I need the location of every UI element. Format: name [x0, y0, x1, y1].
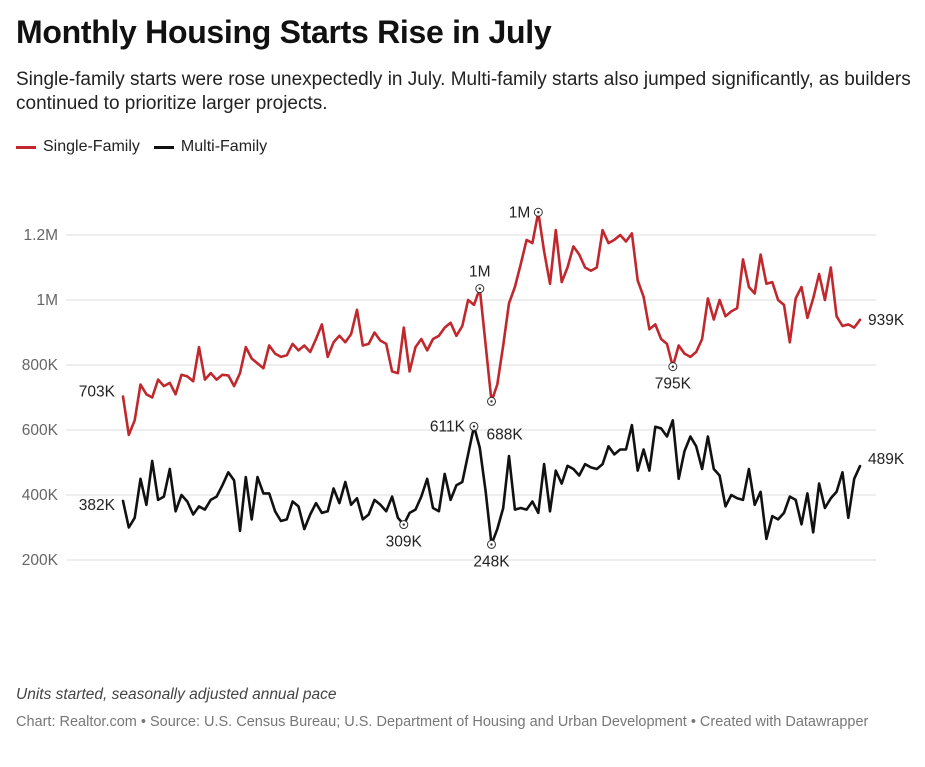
y-tick-label: 1.2M: [24, 227, 58, 244]
legend-swatch-single-family: [16, 145, 36, 149]
annotation-marker-dot: [490, 543, 493, 546]
annotation-marker-dot: [478, 287, 482, 290]
annotations: 703K 382K 1M 1M 688K 611K 309K 248K 795K 939K 489K: [79, 204, 905, 570]
chart-title: Monthly Housing Starts Rise in July: [16, 14, 552, 50]
legend-item-single-family: Single-Family: [16, 138, 140, 156]
annotation-label: 248K: [473, 553, 510, 570]
annotation-label: 703K: [79, 384, 116, 401]
annotation-label: 939K: [868, 312, 905, 329]
legend-item-multi-family: Multi-Family: [153, 138, 268, 156]
chart-subtitle: Single-family starts were rose unexpecte…: [16, 69, 911, 114]
y-tick-label: 1M: [36, 292, 58, 309]
annotation-marker-dot: [537, 211, 540, 214]
legend-label-single-family: Single-Family: [43, 138, 140, 155]
annotation-label: 611K: [430, 418, 466, 435]
annotation-label: 489K: [868, 451, 905, 468]
annotation-marker-dot: [671, 365, 675, 368]
annotation-label: 688K: [487, 426, 524, 443]
annotation-label: 309K: [386, 534, 423, 551]
y-tick-label: 400K: [22, 487, 59, 504]
y-tick-label: 200K: [22, 552, 59, 569]
source-credit: Chart: Realtor.com • Source: U.S. Census…: [16, 714, 869, 730]
legend: Single-Family Multi-Family: [16, 138, 267, 156]
annotation-label: 1M: [469, 264, 491, 281]
legend-swatch-multi-family: [153, 145, 174, 149]
annotation-label: 1M: [509, 204, 531, 221]
annotation-marker-dot: [490, 400, 493, 403]
annotation-marker-dot: [472, 425, 476, 428]
legend-label-multi-family: Multi-Family: [180, 138, 268, 155]
units-note: Units started, seasonally adjusted annua…: [16, 686, 337, 703]
y-tick-label: 800K: [22, 357, 59, 374]
y-tick-label: 600K: [22, 422, 59, 439]
annotation-label: 795K: [655, 376, 692, 393]
axes: 0200K400K600K800K1M1.2M20152016201720182…: [22, 227, 59, 569]
line-chart: 0200K400K600K800K1M1.2M20152016201720182…: [22, 204, 905, 570]
annotation-label: 382K: [79, 497, 116, 514]
annotation-marker-dot: [402, 523, 405, 526]
